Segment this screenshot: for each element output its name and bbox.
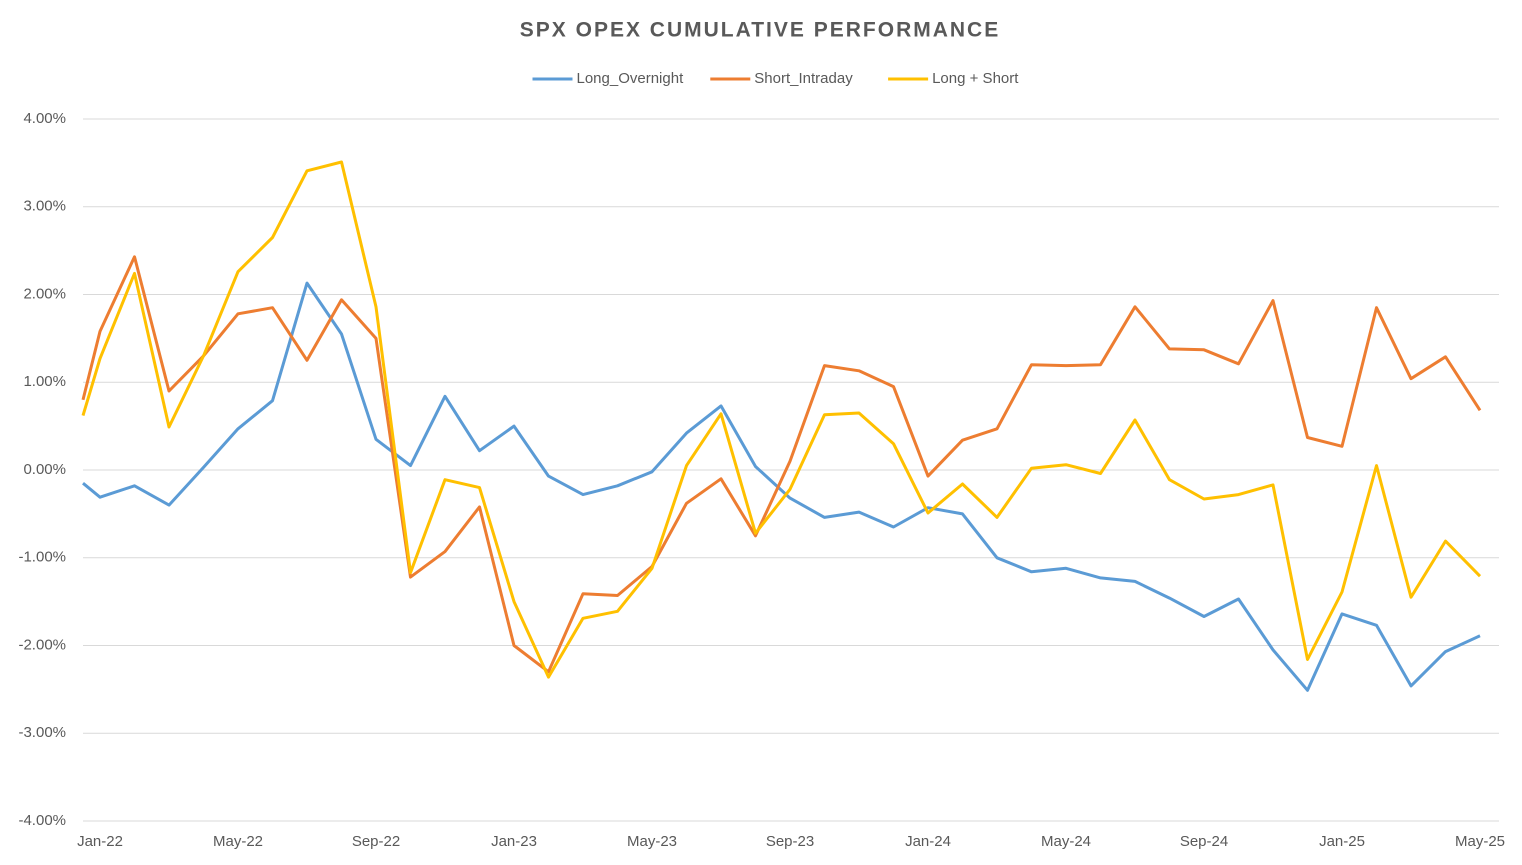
y-tick-label: 0.00% <box>23 461 66 478</box>
y-tick-label: 2.00% <box>23 285 66 302</box>
series-line <box>81 160 1482 679</box>
legend-label: Long + Short <box>932 70 1019 87</box>
legend-label: Long_Overnight <box>577 70 685 87</box>
x-tick-label: May-25 <box>1455 833 1505 850</box>
x-tick-label: Jan-23 <box>491 833 537 850</box>
y-tick-label: 3.00% <box>23 198 66 215</box>
y-tick-label: -1.00% <box>18 549 66 566</box>
y-tick-label: 1.00% <box>23 373 66 390</box>
x-tick-label: May-23 <box>627 833 677 850</box>
x-tick-label: Jan-24 <box>905 833 951 850</box>
x-tick-label: May-22 <box>213 833 263 850</box>
x-tick-label: May-24 <box>1041 833 1091 850</box>
x-tick-label: Jan-25 <box>1319 833 1365 850</box>
x-tick-label: Sep-22 <box>352 833 400 850</box>
x-tick-label: Sep-23 <box>766 833 814 850</box>
x-tick-label: Sep-24 <box>1180 833 1228 850</box>
y-tick-label: -4.00% <box>18 812 66 829</box>
y-tick-label: 4.00% <box>23 110 66 127</box>
series-line <box>82 281 1481 692</box>
y-tick-label: -3.00% <box>18 724 66 741</box>
series-line <box>81 255 1482 674</box>
x-tick-label: Jan-22 <box>77 833 123 850</box>
y-tick-label: -2.00% <box>18 636 66 653</box>
chart-title: SPX OPEX CUMULATIVE PERFORMANCE <box>520 19 1000 42</box>
legend-label: Short_Intraday <box>754 70 853 87</box>
